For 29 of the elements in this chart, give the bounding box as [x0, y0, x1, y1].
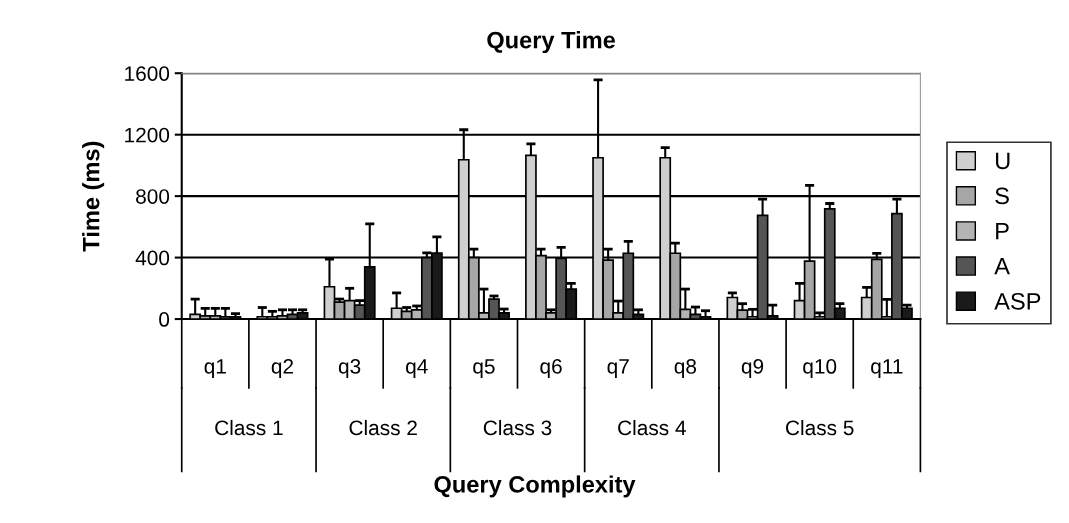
x-tick-label: q4: [406, 359, 428, 378]
y-axis-title: Time (ms): [82, 141, 105, 252]
text: Class 2: [349, 419, 417, 436]
legend-label: A: [994, 258, 1010, 275]
chart-title: Query Time: [487, 31, 616, 54]
x-tick-label: q10: [803, 359, 837, 378]
y-tick-label: 1600: [125, 66, 170, 81]
text: Class 1: [215, 419, 283, 436]
legend-label: U: [996, 152, 1010, 170]
text: Class 3: [483, 419, 552, 436]
x-tick-label: q3: [338, 359, 361, 378]
x-tick-label: q6: [540, 359, 562, 378]
x-tick-label: q8: [674, 359, 697, 378]
y-tick-label: 800: [136, 189, 170, 204]
x-tick-label: q9: [741, 359, 764, 378]
y-tick-label: 1200: [125, 127, 170, 143]
legend-label: ASP: [994, 292, 1041, 310]
y-tick-label: 400: [135, 250, 170, 266]
legend-label: P: [996, 222, 1009, 240]
x-tick-label: q11: [871, 359, 903, 378]
x-tick-label: q1: [204, 359, 226, 378]
legend-label: S: [995, 187, 1009, 205]
x-axis-title: Query Complexity: [434, 475, 636, 498]
x-tick-label: q2: [271, 359, 293, 378]
x-tick-label: q7: [607, 359, 629, 378]
x-tick-label: q5: [473, 359, 495, 378]
text: Class 4: [618, 419, 686, 436]
text: Class 5: [786, 419, 854, 436]
y-tick-label: 0: [159, 312, 170, 327]
